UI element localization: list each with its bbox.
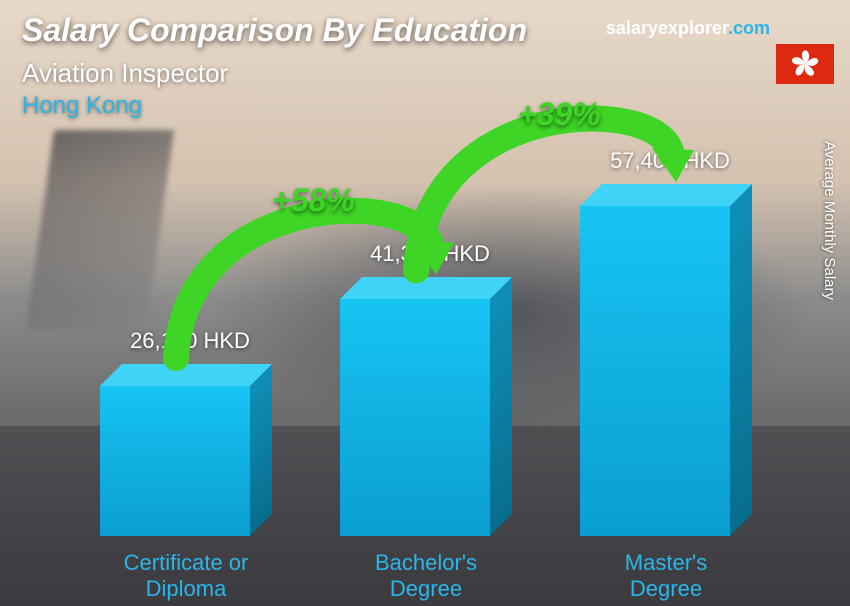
increase-pct-1: +39% (518, 96, 601, 133)
increase-arrows (0, 0, 850, 606)
increase-arc-1 (416, 118, 672, 270)
arrowhead-icon (652, 148, 694, 182)
increase-arc-0 (176, 211, 432, 358)
increase-pct-0: +58% (272, 182, 355, 219)
chart-canvas: Salary Comparison By Education Aviation … (0, 0, 850, 606)
